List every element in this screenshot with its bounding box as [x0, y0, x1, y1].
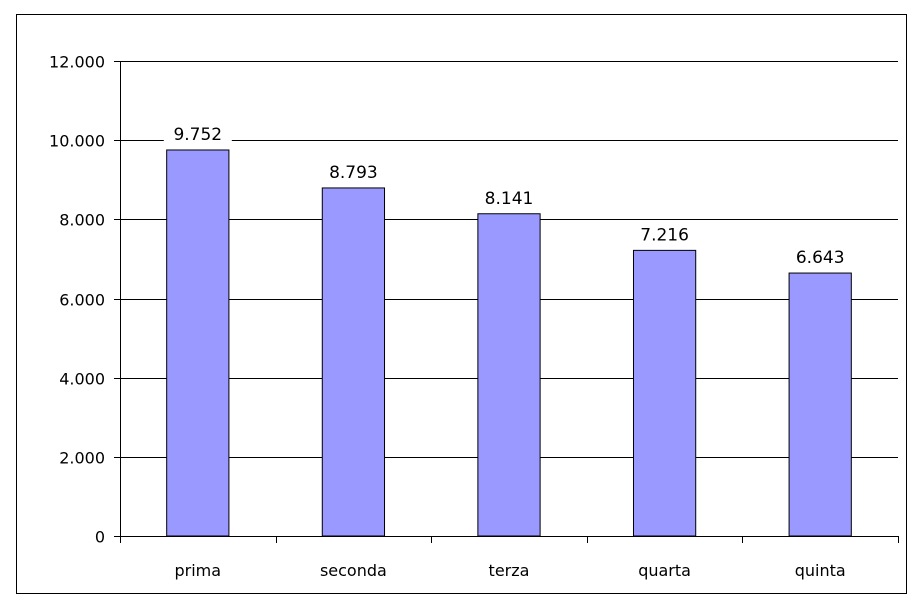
- x-tick-label-seconda: seconda: [320, 561, 387, 580]
- data-label-prima: 9.752: [173, 125, 222, 145]
- data-label-terza: 8.141: [485, 189, 534, 209]
- bar-quinta: [788, 272, 852, 537]
- x-tick-label-quinta: quinta: [795, 561, 846, 580]
- data-label-background: [786, 244, 855, 269]
- y-tick-label: 8.000: [59, 211, 105, 230]
- y-tick-label: 10.000: [49, 132, 105, 151]
- x-tick-label-prima: prima: [175, 561, 222, 580]
- data-label-seconda: 8.793: [329, 163, 378, 183]
- bar-quarta: [632, 249, 697, 537]
- data-label-background: [630, 221, 699, 246]
- y-tick-label: 0: [95, 528, 105, 547]
- labels: 0 2.000 4.000 6.000 8.000 10.000 12.000 9.752 pr…: [49, 53, 855, 580]
- y-tick-label: 4.000: [59, 370, 105, 389]
- y-tick-label: 6.000: [59, 291, 105, 310]
- x-tick-label-terza: terza: [489, 561, 530, 580]
- data-label-quinta: 6.643: [796, 248, 845, 268]
- y-tick-label: 12.000: [49, 53, 105, 72]
- data-label-background: [475, 184, 543, 209]
- bars: [166, 149, 852, 537]
- y-tick-label: 2.000: [59, 449, 105, 468]
- x-tick-label-quarta: quarta: [638, 561, 691, 580]
- chart-frame: [16, 14, 907, 594]
- data-label-quarta: 7.216: [640, 225, 689, 245]
- data-label-background: [319, 158, 388, 183]
- bar-terza: [477, 213, 541, 537]
- bar-prima: [166, 149, 230, 537]
- bar-seconda: [321, 187, 386, 537]
- data-label-background: [163, 120, 232, 145]
